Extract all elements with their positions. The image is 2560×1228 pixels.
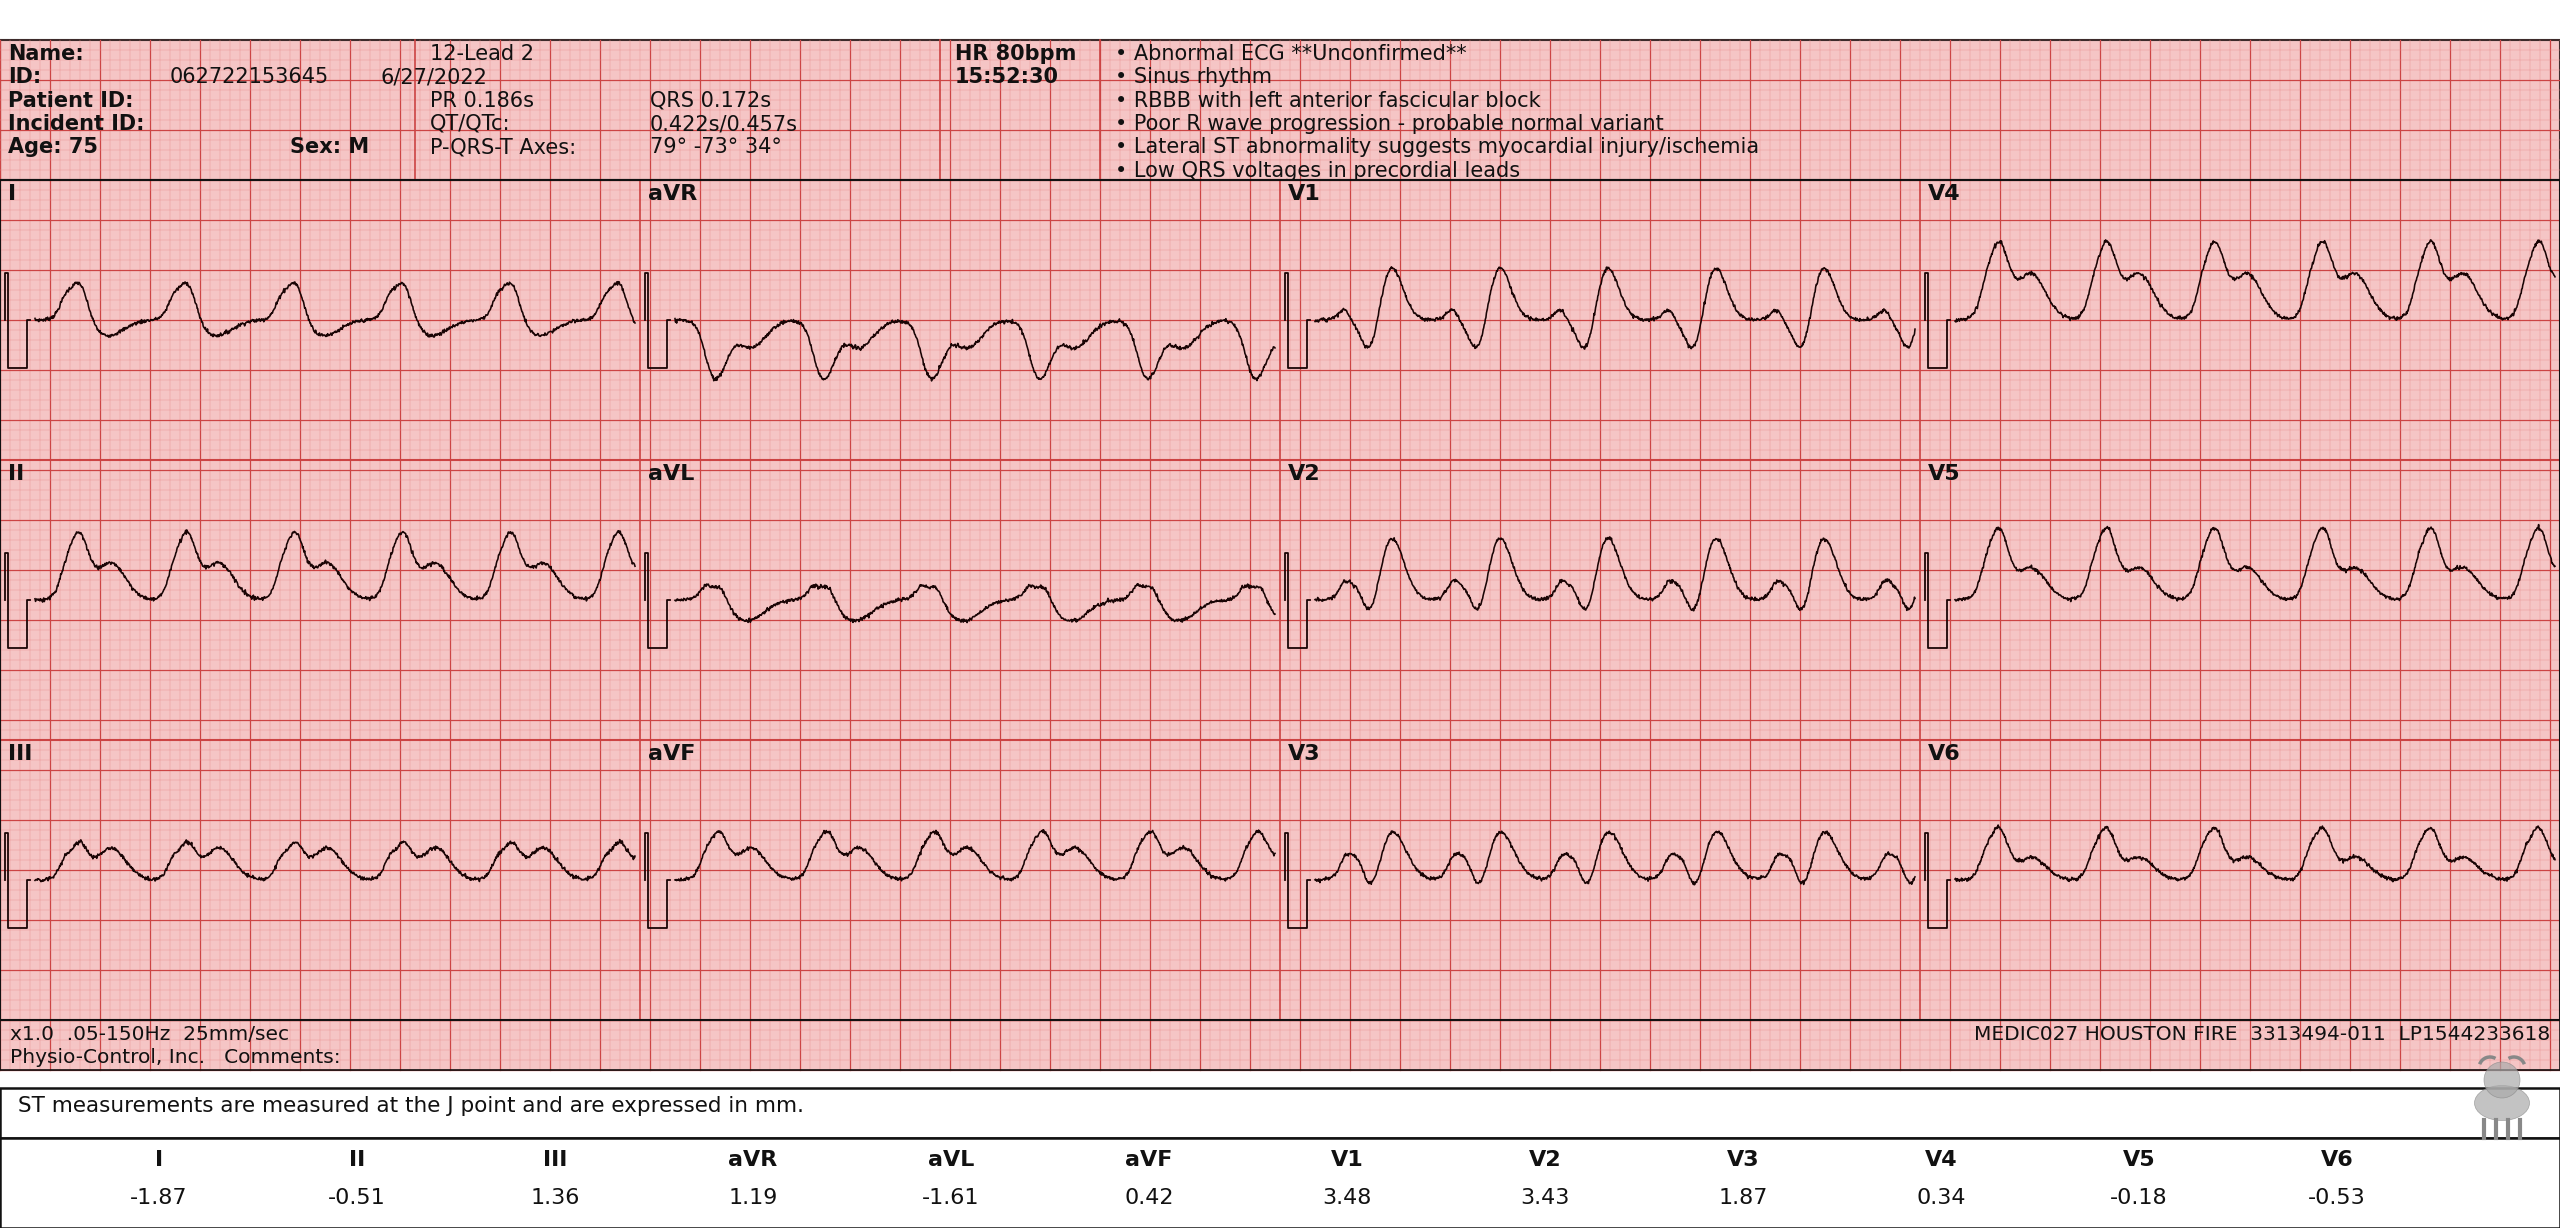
Text: 3.48: 3.48 [1324, 1187, 1372, 1208]
Text: II: II [348, 1149, 366, 1170]
Text: 0.422s/0.457s: 0.422s/0.457s [650, 114, 799, 134]
Text: 3.43: 3.43 [1521, 1187, 1569, 1208]
Text: V4: V4 [1925, 1149, 1958, 1170]
Bar [0, 181, 2560, 1020]
Text: 1.87: 1.87 [1718, 1187, 1769, 1208]
Text: I: I [8, 184, 15, 204]
Text: V3: V3 [1288, 744, 1321, 764]
Text: V2: V2 [1528, 1149, 1562, 1170]
Text: II: II [8, 464, 23, 484]
Text: 6/27/2022: 6/27/2022 [379, 68, 486, 87]
Text: ST measurements are measured at the J point and are expressed in mm.: ST measurements are measured at the J po… [18, 1097, 804, 1116]
Text: -1.87: -1.87 [131, 1187, 187, 1208]
Circle shape [2483, 1062, 2519, 1098]
Text: • RBBB with left anterior fascicular block: • RBBB with left anterior fascicular blo… [1116, 91, 1541, 111]
Text: 15:52:30: 15:52:30 [955, 68, 1060, 87]
Text: QT/QTc:: QT/QTc: [430, 114, 509, 134]
Text: • Lateral ST abnormality suggests myocardial injury/ischemia: • Lateral ST abnormality suggests myocar… [1116, 138, 1759, 157]
Text: V4: V4 [1928, 184, 1961, 204]
Text: Age: 75: Age: 75 [8, 138, 97, 157]
Text: aVF: aVF [648, 744, 696, 764]
Text: aVR: aVR [648, 184, 696, 204]
Ellipse shape [2476, 1086, 2529, 1120]
Text: PR 0.186s: PR 0.186s [430, 91, 535, 111]
Text: • Abnormal ECG **Unconfirmed**: • Abnormal ECG **Unconfirmed** [1116, 44, 1467, 64]
Bar [0, 181, 2560, 1020]
Text: -0.53: -0.53 [2309, 1187, 2365, 1208]
Text: III: III [543, 1149, 568, 1170]
Text: ID:: ID: [8, 68, 41, 87]
Text: III: III [8, 744, 33, 764]
Text: HR 80bpm: HR 80bpm [955, 44, 1075, 64]
Text: V6: V6 [2319, 1149, 2353, 1170]
Bar [0, 1138, 2560, 1228]
Text: V5: V5 [2122, 1149, 2156, 1170]
Text: Patient ID:: Patient ID: [8, 91, 133, 111]
Text: -1.61: -1.61 [922, 1187, 980, 1208]
Text: 0.42: 0.42 [1124, 1187, 1172, 1208]
Text: 12-Lead 2: 12-Lead 2 [430, 44, 535, 64]
Text: V1: V1 [1288, 184, 1321, 204]
Text: MEDIC027 HOUSTON FIRE  3313494-011  LP1544233618: MEDIC027 HOUSTON FIRE 3313494-011 LP1544… [1974, 1025, 2550, 1044]
Text: aVL: aVL [927, 1149, 975, 1170]
Bar [0, 1088, 2560, 1138]
Bar [0, 1020, 2560, 1070]
Text: x1.0  .05-150Hz  25mm/sec: x1.0 .05-150Hz 25mm/sec [10, 1025, 289, 1044]
Text: -0.18: -0.18 [2109, 1187, 2168, 1208]
Text: 1.19: 1.19 [727, 1187, 778, 1208]
Text: QRS 0.172s: QRS 0.172s [650, 91, 771, 111]
Text: • Sinus rhythm: • Sinus rhythm [1116, 68, 1272, 87]
Bar [0, 41, 2560, 181]
Text: V5: V5 [1928, 464, 1961, 484]
Text: 062722153645: 062722153645 [169, 68, 330, 87]
Bar [0, 1020, 2560, 1070]
Text: 0.34: 0.34 [1917, 1187, 1966, 1208]
Text: 79° -73° 34°: 79° -73° 34° [650, 138, 781, 157]
Text: Name:: Name: [8, 44, 84, 64]
Bar [0, 1070, 2560, 1088]
Text: I: I [156, 1149, 164, 1170]
Text: aVL: aVL [648, 464, 694, 484]
Text: V6: V6 [1928, 744, 1961, 764]
Text: Sex: M: Sex: M [289, 138, 369, 157]
Text: -0.51: -0.51 [328, 1187, 387, 1208]
Text: V2: V2 [1288, 464, 1321, 484]
Text: • Poor R wave progression - probable normal variant: • Poor R wave progression - probable nor… [1116, 114, 1664, 134]
Text: 1.36: 1.36 [530, 1187, 579, 1208]
Text: aVF: aVF [1126, 1149, 1172, 1170]
Text: V1: V1 [1331, 1149, 1364, 1170]
Text: aVR: aVR [730, 1149, 778, 1170]
Text: • Low QRS voltages in precordial leads: • Low QRS voltages in precordial leads [1116, 161, 1521, 181]
Text: Incident ID:: Incident ID: [8, 114, 143, 134]
Text: Physio-Control, Inc.   Comments:: Physio-Control, Inc. Comments: [10, 1047, 340, 1067]
Text: P-QRS-T Axes:: P-QRS-T Axes: [430, 138, 576, 157]
Text: V3: V3 [1725, 1149, 1759, 1170]
